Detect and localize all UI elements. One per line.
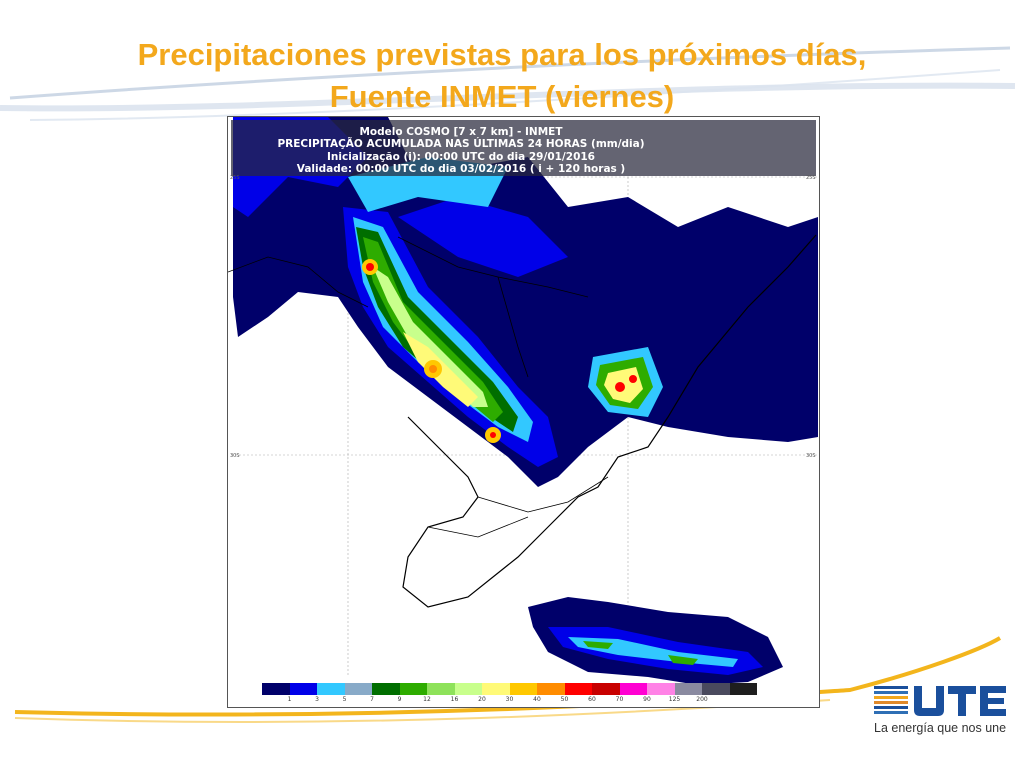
colorbar-swatch [289,683,317,695]
colorbar-label: 3 [315,696,319,703]
colorbar-swatch [537,683,565,695]
colorbar-swatch [262,683,290,695]
colorbar-label: 16 [450,696,459,703]
slide-title: Precipitaciones previstas para los próxi… [0,34,1004,118]
colorbar-swatch [344,683,372,695]
colorbar-label: 30 [505,696,514,703]
colorbar-swatch [564,683,592,695]
map-header-variable: PRECIPITAÇÃO ACUMULADA NAS ÚLTIMAS 24 HO… [277,138,645,150]
colorbar-swatch [427,683,455,695]
map-header-init: Inicialização (i): 00:00 UTC do dia 29/0… [326,151,595,163]
map-header-model: Modelo COSMO [7 x 7 km] - INMET [359,126,563,138]
colorbar-label: 9 [397,696,402,703]
colorbar-label: 60 [588,696,596,703]
map-header: Modelo COSMO [7 x 7 km] - INMET PRECIPIT… [231,120,816,176]
colorbar-label: 1 [287,696,292,703]
colorbar-swatch [674,683,702,695]
map-header-valid: Validade: 00:00 UTC do dia 03/02/2016 ( … [296,163,626,175]
colorbar-swatch [509,683,537,695]
colorbar-swatch [702,683,730,695]
lat-tick-left-2: 30S [230,453,240,459]
precipitation-map-image [228,117,818,685]
ute-logo [874,686,1006,716]
precipitation-colorbar [262,683,757,695]
precipitation-map: Modelo COSMO [7 x 7 km] - INMET PRECIPIT… [227,116,820,708]
colorbar-label: 40 [533,696,541,703]
colorbar-swatch [317,683,345,695]
colorbar-swatch [399,683,427,695]
colorbar-swatch [619,683,647,695]
colorbar-label: 70 [615,696,624,703]
lat-tick-right-1: 25S [806,175,816,181]
colorbar-label: 125 [668,696,681,703]
colorbar-swatch [454,683,482,695]
colorbar-label: 7 [370,696,374,703]
colorbar-label: 20 [478,696,486,703]
colorbar-swatch [372,683,400,695]
colorbar-label: 12 [423,696,431,703]
colorbar-swatch [482,683,510,695]
colorbar-swatch [729,683,757,695]
colorbar-swatch [592,683,620,695]
colorbar-swatch [647,683,675,695]
lat-tick-right-2: 30S [806,453,816,459]
logo-tagline: La energía que nos une [874,721,1007,735]
colorbar-label: 90 [643,696,651,703]
lat-tick-left-1: 25S [230,175,240,181]
title-line-2: Fuente INMET (viernes) [329,79,675,114]
title-line-1: Precipitaciones previstas para los próxi… [137,37,867,72]
colorbar-label: 50 [560,696,569,703]
colorbar-label: 200 [696,696,708,703]
colorbar-label: 5 [342,696,347,703]
